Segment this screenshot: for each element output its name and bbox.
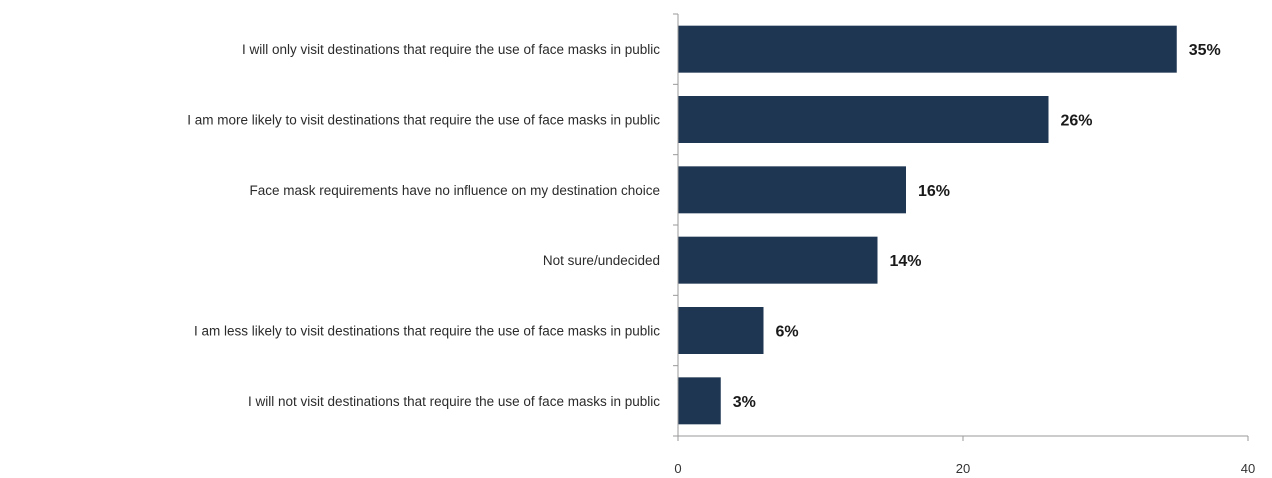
category-label-2: I am more likely to visit destinations t… — [187, 113, 660, 128]
bar-2 — [678, 96, 1049, 143]
bar-1 — [678, 25, 1177, 73]
value-label-4: 14% — [890, 253, 922, 270]
value-label-2: 26% — [1061, 113, 1093, 130]
category-label-3: Face mask requirements have no influence… — [250, 183, 660, 198]
category-label-1: I will only visit destinations that requ… — [242, 42, 660, 57]
bar-5 — [678, 307, 764, 354]
value-label-3: 16% — [918, 183, 950, 200]
bar-3 — [678, 166, 906, 214]
x-tick-label-1: 0 — [674, 461, 681, 476]
value-label-5: 6% — [776, 324, 799, 341]
labels-layer: I will only visit destinations that requ… — [187, 42, 1221, 411]
category-label-5: I am less likely to visit destinations t… — [194, 324, 660, 339]
x-tick-label-2: 20 — [956, 461, 970, 476]
bars-layer — [678, 25, 1177, 425]
category-label-6: I will not visit destinations that requi… — [248, 394, 660, 409]
axis-layer: 0 20 40 — [673, 13, 1255, 476]
value-label-1: 35% — [1189, 42, 1221, 59]
category-label-4: Not sure/undecided — [543, 253, 660, 268]
value-label-6: 3% — [733, 394, 756, 411]
bar-6 — [678, 377, 721, 425]
bar-4 — [678, 236, 878, 284]
x-tick-label-3: 40 — [1241, 461, 1255, 476]
